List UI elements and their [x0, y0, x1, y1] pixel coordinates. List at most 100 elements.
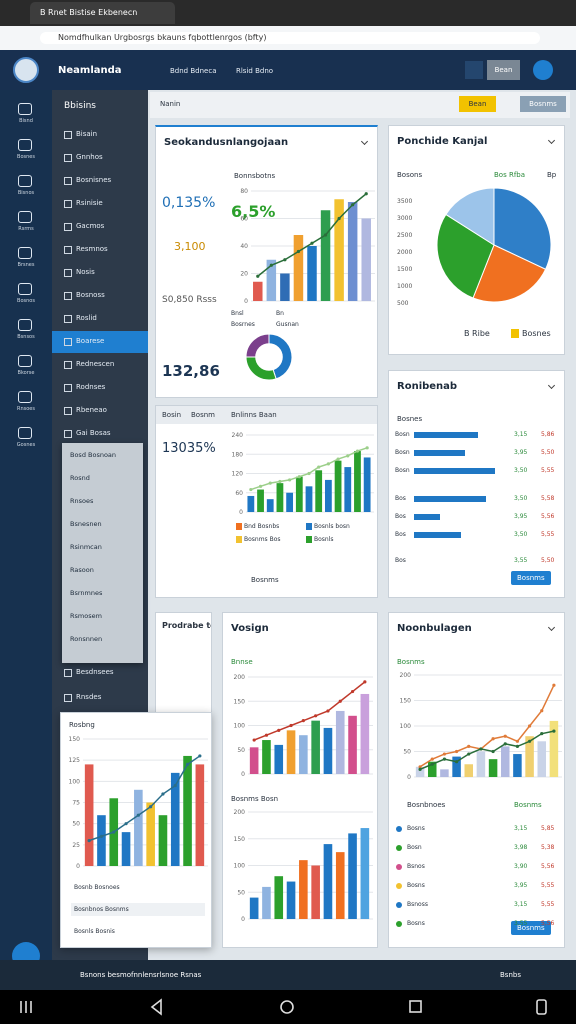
dropdown-item[interactable]: Rnsoes: [70, 497, 94, 505]
row-value: 3,55: [514, 920, 528, 927]
sidebar-item[interactable]: Resmnos: [76, 245, 108, 253]
filter[interactable]: Rlsid Bdno: [236, 67, 274, 75]
card-row[interactable]: Bosnbnos Bosnms: [71, 903, 205, 916]
search[interactable]: Bdnd Bdneca: [170, 67, 217, 75]
status-bar: [0, 960, 576, 990]
sidebar-item[interactable]: Rnsdes: [76, 693, 102, 701]
trend-point: [540, 709, 544, 713]
overview-button[interactable]: [409, 1000, 422, 1013]
row-bar: [414, 496, 487, 502]
trend-point: [350, 689, 355, 694]
panel-title: Seokandusnlangojaan: [164, 137, 289, 148]
sidebar-item[interactable]: Boarese: [76, 337, 105, 345]
row-value: 3,95: [514, 449, 528, 456]
sidebar-item[interactable]: Roslid: [76, 314, 97, 322]
toolbar-secondary[interactable]: Bosnms: [520, 96, 566, 112]
trend-point: [136, 813, 140, 817]
sidebar-item[interactable]: Rbeneao: [76, 406, 107, 414]
dropdown-item[interactable]: Rsmosem: [70, 612, 102, 620]
sidebar-item[interactable]: Gnnhos: [76, 153, 103, 161]
rail-icon[interactable]: [18, 103, 32, 115]
row-bar: [414, 514, 440, 520]
dropdown-item[interactable]: Rsinmcan: [70, 543, 102, 551]
rail-icon[interactable]: [18, 391, 32, 403]
rail-icon[interactable]: [18, 283, 32, 295]
rail-icon[interactable]: [18, 211, 32, 223]
sidebar-icon: [64, 315, 72, 323]
trend-point: [442, 757, 447, 761]
dropdown-item[interactable]: Ronsnnen: [70, 635, 103, 643]
card-row[interactable]: Bosnb Bosnoes: [74, 884, 120, 891]
sidebar-item[interactable]: Rsinisie: [76, 199, 103, 207]
bar: [97, 815, 106, 866]
trend-point: [363, 680, 367, 684]
sidebar-item[interactable]: Bosnisnes: [76, 176, 112, 184]
sidebar-item[interactable]: Bisain: [76, 130, 98, 138]
trend-point: [454, 760, 459, 764]
add-button[interactable]: [465, 61, 483, 79]
recents-button[interactable]: [20, 1001, 32, 1013]
dropdown-item[interactable]: Bosd Bosnoan: [70, 451, 117, 459]
combo-chart: 0 50 100 150 200: [400, 672, 562, 781]
chevron[interactable]: [547, 381, 556, 390]
avatar[interactable]: [13, 57, 39, 83]
rail-icon[interactable]: [18, 139, 32, 151]
rail-icon[interactable]: [18, 175, 32, 187]
row-icon: [396, 883, 402, 889]
trend-point: [198, 754, 202, 758]
footer-label: Bosnes: [511, 329, 551, 338]
sidebar-item[interactable]: Gai Bosas: [76, 429, 111, 437]
bar: [305, 486, 313, 512]
tab[interactable]: Bnlinns Baan: [231, 411, 277, 419]
tab[interactable]: Bosin: [162, 411, 182, 419]
chevron[interactable]: [360, 137, 369, 146]
y-tick-label: 150: [69, 736, 81, 743]
chevron[interactable]: [547, 623, 556, 632]
notification[interactable]: [533, 60, 553, 80]
rail-icon[interactable]: [18, 427, 32, 439]
rail-icon[interactable]: [18, 247, 32, 259]
rail-icon[interactable]: [18, 355, 32, 367]
trend-point: [326, 462, 330, 466]
sidebar-item[interactable]: Rednescen: [76, 360, 115, 368]
column-header: Bosons: [397, 171, 423, 179]
sidebar-item[interactable]: Rodnses: [76, 383, 106, 391]
sidebar-icon: [64, 361, 72, 369]
action-button[interactable]: Bosnms: [511, 921, 551, 935]
tab[interactable]: Bosnm: [191, 411, 215, 419]
browser-tab[interactable]: [30, 2, 175, 24]
sidebar-item[interactable]: Besdnsees: [76, 668, 114, 676]
trend-point: [351, 203, 355, 207]
sidebar-item[interactable]: Nosis: [76, 268, 95, 276]
dropdown-item[interactable]: Rasoon: [70, 566, 94, 574]
toolbar-button[interactable]: Bean: [459, 96, 496, 112]
rail-icon[interactable]: [18, 319, 32, 331]
bar: [274, 876, 284, 919]
bar: [299, 735, 308, 774]
url-field[interactable]: [40, 32, 540, 44]
row-value: 3,98: [514, 844, 528, 851]
panel: Bosin Bosnm Bnlinns Baan 13035% 0 60 120 18…: [155, 405, 378, 598]
rail-label: Bisnos: [17, 190, 35, 196]
column-header: Bp: [547, 171, 557, 179]
dropdown-item[interactable]: Bsnesnen: [70, 520, 102, 528]
card-row[interactable]: Bosnls Bosnis: [74, 928, 115, 935]
chevron[interactable]: [547, 136, 556, 145]
back-button[interactable]: [150, 998, 162, 1016]
sidebar-item[interactable]: Bosnoss: [76, 291, 105, 299]
card-title: Rosbng: [69, 721, 95, 729]
header-button[interactable]: Bean: [487, 60, 520, 80]
action-button[interactable]: Bosnms: [511, 571, 551, 585]
accessibility-button[interactable]: [536, 999, 547, 1015]
row-label: Bosn: [395, 431, 410, 438]
dropdown-item[interactable]: Bsrnmnes: [70, 589, 103, 597]
trend-point: [301, 719, 305, 723]
bar: [266, 499, 274, 512]
sidebar-item[interactable]: Gacmos: [76, 222, 105, 230]
axis-label: 500: [397, 300, 409, 307]
active-item-bg: [52, 331, 148, 353]
dropdown-item[interactable]: Rosnd: [70, 474, 90, 482]
donut-chart: [245, 333, 293, 381]
home-button[interactable]: [280, 1000, 294, 1014]
footer-label: Bosnms: [251, 576, 279, 584]
